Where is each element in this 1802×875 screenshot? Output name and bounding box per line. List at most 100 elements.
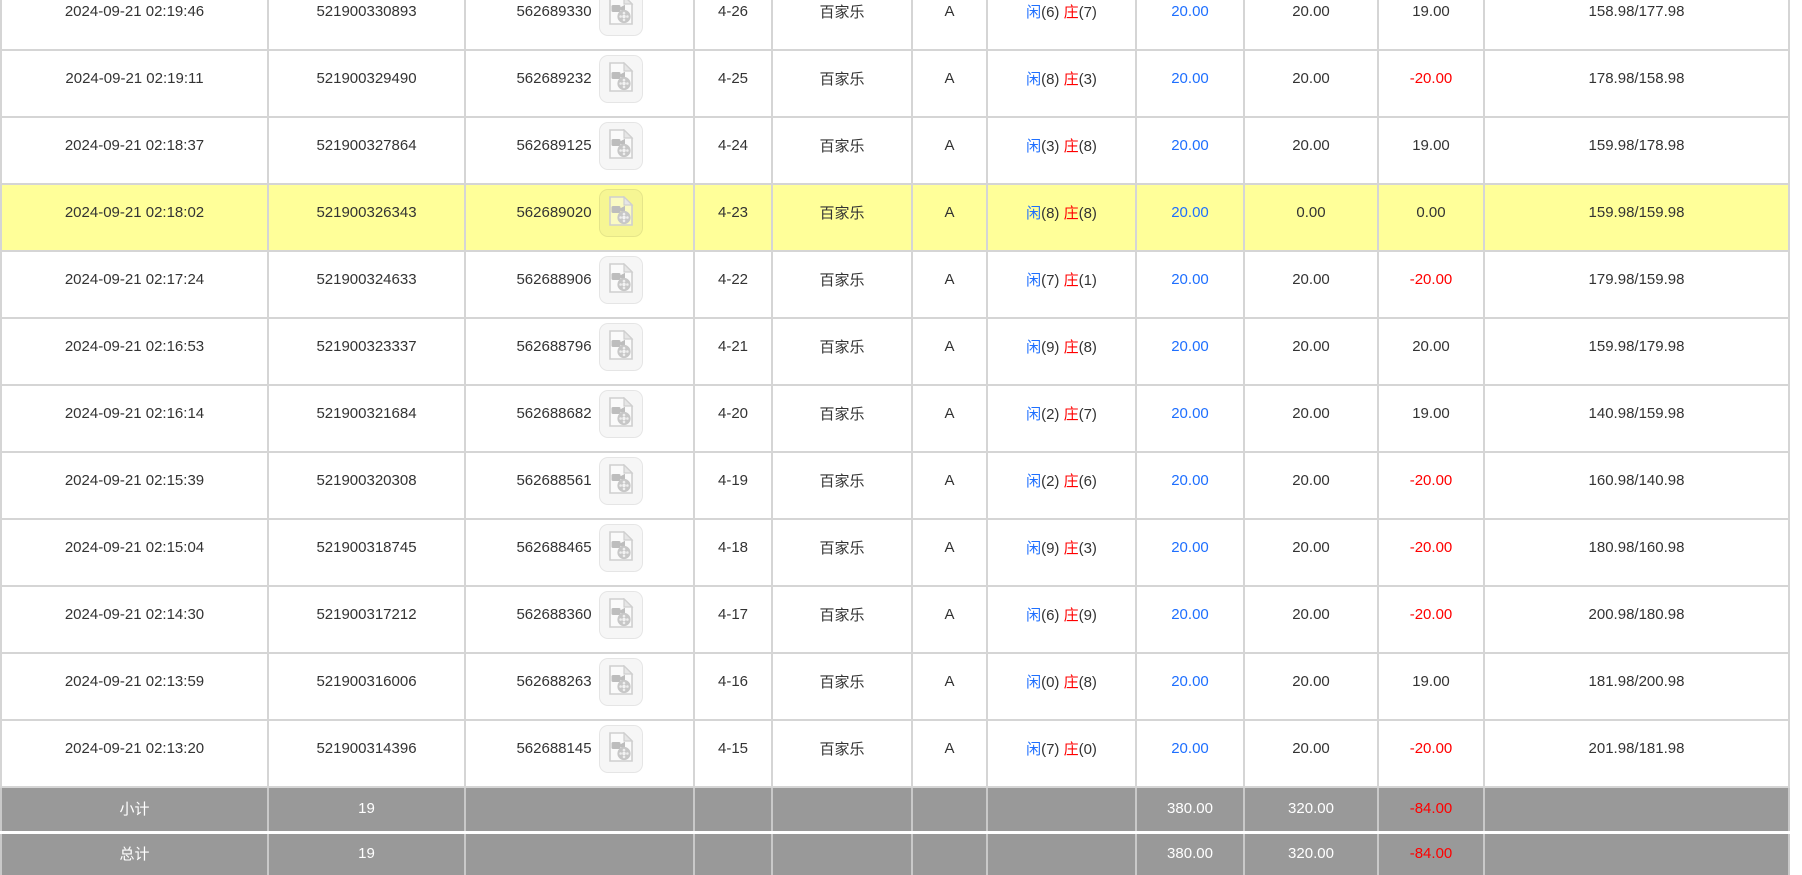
cell-game-type: 百家乐 xyxy=(771,317,913,386)
cell-win-loss: 19.00 xyxy=(1377,652,1485,721)
table-row[interactable]: 2024-09-21 02:19:46 521900330893 562689330… xyxy=(0,0,1790,51)
banker-points: (8) xyxy=(1078,339,1097,356)
cell-balance-before-after: 140.98/159.98 xyxy=(1483,384,1790,453)
cell-order-no: 521900329490 xyxy=(267,49,466,118)
footer-empty-cell xyxy=(771,786,913,833)
player-label: 闲 xyxy=(1026,71,1042,88)
video-replay-button[interactable] xyxy=(598,724,643,773)
cell-win-loss: 20.00 xyxy=(1377,317,1485,386)
player-points: (6) xyxy=(1041,607,1064,624)
player-label: 闲 xyxy=(1026,741,1042,758)
cell-game-no: 562688465 xyxy=(464,518,695,587)
cell-table-id: A xyxy=(911,0,988,51)
video-replay-button[interactable] xyxy=(598,54,643,103)
cell-game-no: 562688906 xyxy=(464,250,695,319)
cell-valid-amount: 20.00 xyxy=(1243,518,1379,587)
banker-label: 庄 xyxy=(1063,339,1079,356)
cell-game-result: 闲(9) 庄(8) xyxy=(986,317,1137,386)
cell-balance-before-after: 180.98/160.98 xyxy=(1483,518,1790,587)
table-row[interactable]: 2024-09-21 02:18:37 521900327864 562689125… xyxy=(0,116,1790,185)
table-row[interactable]: 2024-09-21 02:18:02 521900326343 562689020… xyxy=(0,183,1790,252)
cell-order-no: 521900324633 xyxy=(267,250,466,319)
table-row[interactable]: 2024-09-21 02:13:20 521900314396 562688145… xyxy=(0,719,1790,788)
game-no-with-replay: 562688263 xyxy=(516,657,643,706)
video-replay-icon xyxy=(608,396,634,431)
banker-points: (8) xyxy=(1078,674,1097,691)
footer-empty-cell xyxy=(986,786,1137,833)
cell-bet-time: 2024-09-21 02:18:37 xyxy=(0,116,269,185)
video-replay-button[interactable] xyxy=(598,0,643,36)
game-no-text: 562689125 xyxy=(516,137,592,154)
cell-table-id: A xyxy=(911,652,988,721)
cell-round-no: 4-20 xyxy=(693,384,773,453)
game-no-with-replay: 562688561 xyxy=(516,456,643,505)
video-replay-button[interactable] xyxy=(598,523,643,572)
video-replay-button[interactable] xyxy=(598,657,643,706)
video-replay-button[interactable] xyxy=(598,456,643,505)
game-no-text: 562689020 xyxy=(516,204,592,221)
cell-bet-amount: 20.00 xyxy=(1135,451,1245,520)
cell-round-no: 4-17 xyxy=(693,585,773,654)
cell-order-no: 521900326343 xyxy=(267,183,466,252)
player-label: 闲 xyxy=(1026,339,1042,356)
video-replay-button[interactable] xyxy=(598,255,643,304)
game-no-text: 562688263 xyxy=(516,673,592,690)
video-replay-button[interactable] xyxy=(598,121,643,170)
banker-label: 庄 xyxy=(1063,4,1079,21)
cell-balance-before-after: 159.98/178.98 xyxy=(1483,116,1790,185)
video-replay-button[interactable] xyxy=(598,389,643,438)
table-row[interactable]: 2024-09-21 02:16:14 521900321684 562688682… xyxy=(0,384,1790,453)
footer-empty-cell xyxy=(464,786,695,833)
player-points: (9) xyxy=(1041,339,1064,356)
video-replay-button[interactable] xyxy=(598,322,643,371)
table-row[interactable]: 2024-09-21 02:16:53 521900323337 562688796… xyxy=(0,317,1790,386)
game-no-with-replay: 562688145 xyxy=(516,724,643,773)
video-replay-icon xyxy=(608,664,634,699)
table-row[interactable]: 2024-09-21 02:13:59 521900316006 562688263… xyxy=(0,652,1790,721)
cell-round-no: 4-24 xyxy=(693,116,773,185)
banker-label: 庄 xyxy=(1063,741,1079,758)
table-row[interactable]: 2024-09-21 02:19:11 521900329490 562689232… xyxy=(0,49,1790,118)
footer-label: 小计 xyxy=(0,786,269,833)
subtotal-row: 小计 19 380.00 320.00 -84.00 xyxy=(0,786,1790,833)
cell-valid-amount: 20.00 xyxy=(1243,116,1379,185)
cell-table-id: A xyxy=(911,183,988,252)
cell-game-result: 闲(8) 庄(3) xyxy=(986,49,1137,118)
cell-order-no: 521900316006 xyxy=(267,652,466,721)
player-points: (2) xyxy=(1041,406,1064,423)
footer-valid-total: 320.00 xyxy=(1243,786,1379,833)
cell-balance-before-after: 201.98/181.98 xyxy=(1483,719,1790,788)
cell-win-loss: 0.00 xyxy=(1377,183,1485,252)
cell-game-result: 闲(6) 庄(7) xyxy=(986,0,1137,51)
cell-game-result: 闲(7) 庄(0) xyxy=(986,719,1137,788)
cell-valid-amount: 20.00 xyxy=(1243,250,1379,319)
cell-round-no: 4-26 xyxy=(693,0,773,51)
game-no-with-replay: 562689020 xyxy=(516,188,643,237)
cell-game-no: 562688263 xyxy=(464,652,695,721)
cell-bet-time: 2024-09-21 02:18:02 xyxy=(0,183,269,252)
cell-order-no: 521900320308 xyxy=(267,451,466,520)
video-replay-button[interactable] xyxy=(598,188,643,237)
cell-bet-amount: 20.00 xyxy=(1135,384,1245,453)
player-label: 闲 xyxy=(1026,607,1042,624)
banker-label: 庄 xyxy=(1063,674,1079,691)
video-replay-icon xyxy=(608,128,634,163)
table-row[interactable]: 2024-09-21 02:15:39 521900320308 562688561… xyxy=(0,451,1790,520)
table-row[interactable]: 2024-09-21 02:15:04 521900318745 562688465… xyxy=(0,518,1790,587)
player-points: (7) xyxy=(1041,741,1064,758)
cell-valid-amount: 20.00 xyxy=(1243,585,1379,654)
cell-game-no: 562689020 xyxy=(464,183,695,252)
cell-game-result: 闲(0) 庄(8) xyxy=(986,652,1137,721)
banker-points: (8) xyxy=(1078,205,1097,222)
video-replay-button[interactable] xyxy=(598,590,643,639)
table-row[interactable]: 2024-09-21 02:17:24 521900324633 562688906… xyxy=(0,250,1790,319)
game-no-with-replay: 562688906 xyxy=(516,255,643,304)
cell-game-no: 562689232 xyxy=(464,49,695,118)
cell-game-no: 562688561 xyxy=(464,451,695,520)
banker-label: 庄 xyxy=(1063,71,1079,88)
cell-order-no: 521900318745 xyxy=(267,518,466,587)
footer-valid-total: 320.00 xyxy=(1243,830,1379,875)
table-row[interactable]: 2024-09-21 02:14:30 521900317212 562688360… xyxy=(0,585,1790,654)
